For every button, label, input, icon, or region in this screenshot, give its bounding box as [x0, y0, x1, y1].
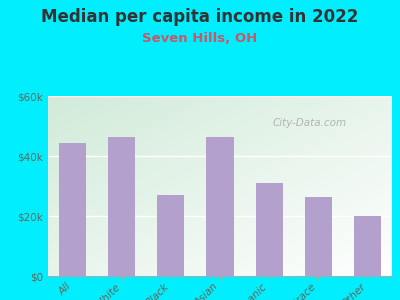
Bar — [59, 142, 86, 276]
Text: City-Data.com: City-Data.com — [272, 118, 346, 128]
Bar — [305, 196, 332, 276]
Text: Seven Hills, OH: Seven Hills, OH — [142, 32, 258, 44]
Bar — [157, 195, 184, 276]
Bar — [206, 136, 234, 276]
Bar — [108, 136, 135, 276]
Text: Median per capita income in 2022: Median per capita income in 2022 — [41, 8, 359, 26]
Bar — [354, 216, 381, 276]
Bar — [256, 183, 283, 276]
